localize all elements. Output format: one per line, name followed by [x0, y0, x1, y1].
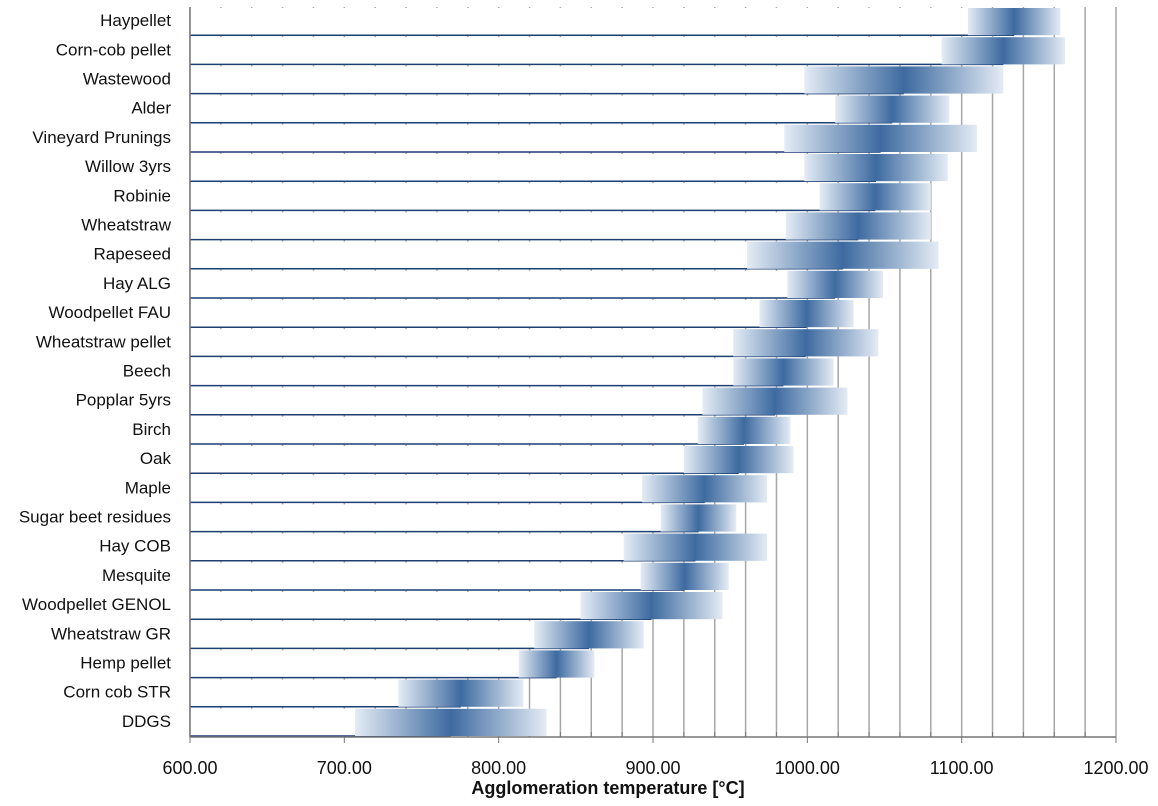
category-label: Corn-cob pellet [56, 40, 172, 59]
range-bar [642, 475, 768, 503]
range-bar [733, 329, 879, 357]
category-label: Vineyard Prunings [32, 128, 171, 147]
row-band [190, 183, 876, 211]
category-label: DDGS [122, 712, 171, 731]
row-band [190, 37, 1004, 65]
range-bar [804, 66, 1004, 94]
range-bar [640, 562, 729, 590]
range-bar [660, 504, 737, 532]
x-tick-label: 800.00 [471, 758, 526, 778]
category-label: Sugar beet residues [19, 507, 171, 526]
category-label: Alder [131, 99, 171, 118]
category-label: Corn cob STR [63, 683, 171, 702]
range-bar [759, 300, 854, 328]
row-band [190, 66, 904, 94]
range-bar [683, 446, 794, 474]
range-bar [534, 621, 644, 649]
range-bar [398, 679, 524, 707]
row-band [190, 475, 705, 503]
row-band [190, 270, 836, 298]
category-label: Beech [123, 361, 171, 380]
row-band [190, 124, 881, 152]
x-tick-label: 700.00 [317, 758, 372, 778]
range-bar [785, 212, 931, 240]
x-axis-title: Agglomeration temperature [°C] [471, 778, 744, 798]
category-label: Haypellet [100, 11, 171, 30]
row-band [190, 95, 893, 123]
row-band [190, 241, 843, 269]
range-bar [804, 154, 948, 182]
row-band [190, 387, 775, 415]
row-band [190, 504, 699, 532]
row-band [190, 533, 696, 561]
category-label: Hay COB [99, 537, 171, 556]
x-tick-label: 1000.00 [775, 758, 840, 778]
x-tick-label: 1100.00 [930, 758, 994, 778]
row-band [190, 592, 652, 620]
row-band [190, 300, 807, 328]
range-bar [355, 708, 547, 736]
range-bar [518, 650, 595, 678]
x-tick-label: 1200.00 [1083, 758, 1148, 778]
category-label: Maple [125, 478, 171, 497]
category-label: Wheatstraw pellet [36, 332, 171, 351]
category-label: Hemp pellet [80, 653, 171, 672]
row-band [190, 8, 1015, 36]
range-bar [733, 358, 834, 386]
range-bar [819, 183, 931, 211]
category-label: Rapeseed [93, 245, 171, 264]
row-band [190, 446, 739, 474]
category-label: Robinie [113, 186, 171, 205]
range-bar [697, 416, 791, 444]
category-label: Willow 3yrs [85, 157, 171, 176]
x-tick-label: 900.00 [625, 758, 680, 778]
range-bar [702, 387, 848, 415]
row-band [190, 650, 557, 678]
row-band [190, 329, 806, 357]
category-label: Popplar 5yrs [76, 391, 171, 410]
row-band [190, 562, 685, 590]
row-band [190, 154, 877, 182]
range-bar [747, 241, 939, 269]
category-label: Mesquite [102, 566, 171, 585]
range-bar [835, 95, 950, 123]
category-label: Wastewood [83, 69, 171, 88]
x-tick-label: 600.00 [162, 758, 217, 778]
category-label: Birch [132, 420, 171, 439]
range-bar [941, 37, 1066, 65]
category-label: Oak [140, 449, 172, 468]
category-label: Hay ALG [103, 274, 171, 293]
row-band [190, 416, 745, 444]
range-bar [967, 8, 1061, 36]
category-label: Woodpellet GENOL [22, 595, 171, 614]
category-label: Wheatstraw GR [51, 624, 171, 643]
range-bar [784, 124, 978, 152]
range-bar [580, 592, 723, 620]
row-band [190, 621, 589, 649]
category-label: Wheatstraw [81, 215, 171, 234]
category-label: Woodpellet FAU [48, 303, 171, 322]
range-bar [623, 533, 768, 561]
row-band [190, 212, 859, 240]
row-band [190, 358, 784, 386]
range-bar [787, 270, 883, 298]
